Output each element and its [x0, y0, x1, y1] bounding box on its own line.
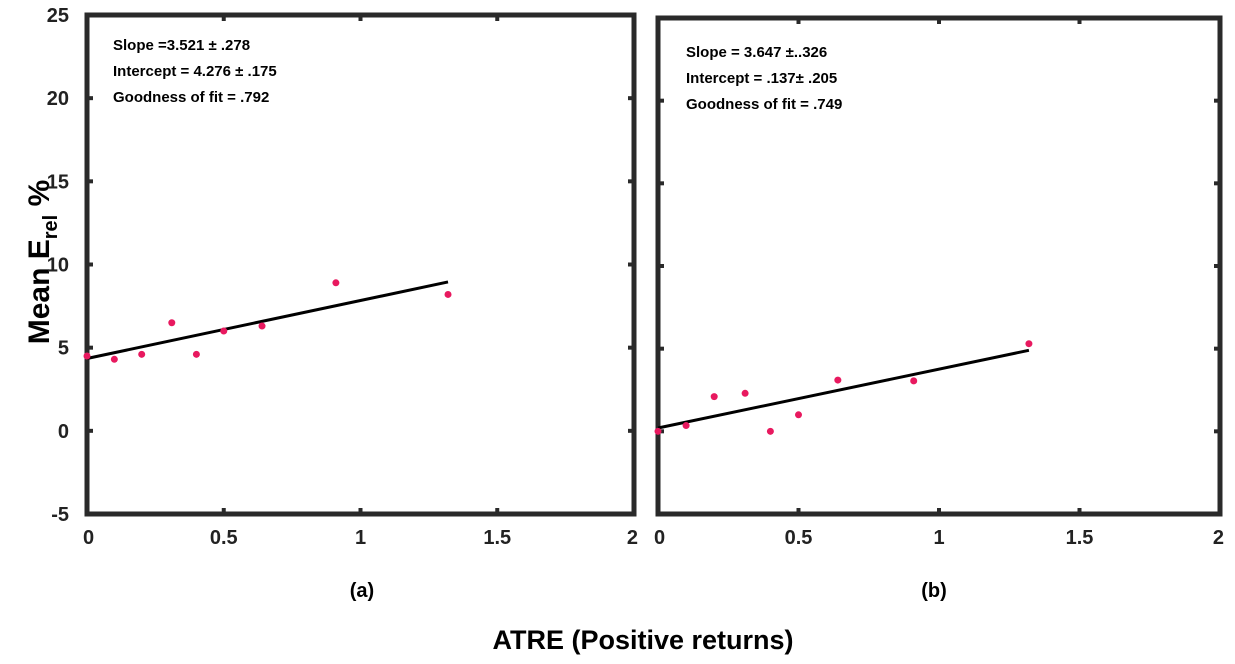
y-axis-label-text: Mean Erel %	[23, 180, 62, 345]
data-point	[654, 427, 662, 435]
y-axis-label: Mean Erel %	[23, 180, 62, 345]
fit-annotation: Slope = 3.647 ±..326	[686, 44, 827, 61]
x-tick-label: 0.5	[785, 527, 813, 549]
data-point	[910, 377, 918, 385]
fit-line	[86, 280, 449, 360]
y-tick-label: 0	[58, 421, 69, 443]
fit-annotation: Slope =3.521 ± .278	[113, 37, 250, 54]
data-point	[138, 350, 146, 358]
fit-annotation: Intercept = 4.276 ± .175	[113, 63, 277, 80]
data-point	[710, 393, 718, 401]
data-point	[444, 290, 452, 298]
x-tick-label: 0.5	[210, 527, 238, 549]
panel-label: (b)	[921, 580, 947, 602]
y-tick-label: 10	[47, 255, 69, 277]
data-point	[110, 355, 118, 363]
data-point	[1025, 340, 1033, 348]
y-axis-label-main: Mean E	[23, 239, 56, 344]
fit-line	[657, 348, 1030, 430]
y-tick-label: 25	[47, 5, 69, 27]
chart-panel-b: 0 0.5 1 1.5 2 Slope = 3.647 ±..326 Intercept =…	[654, 15, 1224, 602]
y-tick-label: 15	[47, 171, 69, 193]
data-point	[192, 350, 200, 358]
fit-annotation: Goodness of fit = .792	[113, 89, 269, 106]
x-tick-label: 2	[627, 527, 638, 549]
fit-annotation: Intercept = .137± .205	[686, 70, 837, 87]
y-axis-label-subscript: rel	[40, 215, 62, 239]
data-point	[332, 279, 340, 287]
plot-frame	[655, 15, 1223, 517]
data-point	[168, 319, 176, 327]
x-tick-label: 0	[654, 527, 665, 549]
data-point	[220, 327, 228, 335]
data-point	[741, 389, 749, 397]
x-tick-label: 2	[1213, 527, 1224, 549]
x-tick-label: 1.5	[483, 527, 511, 549]
data-point	[766, 427, 774, 435]
data-point	[795, 411, 802, 419]
data-point	[682, 422, 690, 430]
x-tick-label: 1	[933, 527, 944, 549]
x-tick-label: 1	[355, 527, 366, 549]
data-point	[834, 376, 842, 384]
data-point	[83, 352, 91, 360]
x-tick-label: 0	[83, 527, 94, 549]
x-axis-label: ATRE (Positive returns)	[492, 625, 793, 655]
data-point	[258, 322, 266, 330]
y-tick-label: -5	[51, 504, 69, 526]
y-tick-label: 20	[47, 88, 69, 110]
y-tick-label: 5	[58, 338, 69, 360]
x-tick-label: 1.5	[1066, 527, 1094, 549]
chart-panel-a: -5 0 5 10 15 20 25 0 0.5 1 1.5 2 Slope =3.521 ± .278…	[47, 5, 638, 602]
panel-label: (a)	[350, 580, 374, 602]
y-axis-label-suffix: %	[23, 180, 56, 215]
fit-annotation: Goodness of fit = .749	[686, 96, 842, 113]
